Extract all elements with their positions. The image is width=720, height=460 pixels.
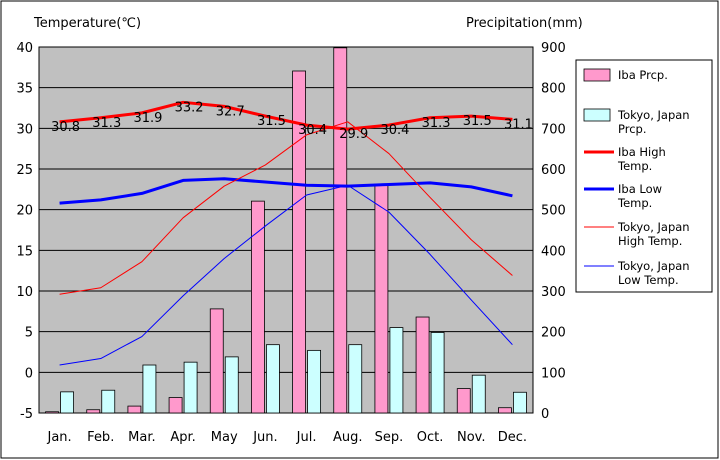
- data-label: 30.4: [298, 123, 327, 138]
- y-tick-label-right: 500: [541, 204, 566, 219]
- legend-label: Iba Prcp.: [618, 68, 668, 82]
- data-label: 31.5: [463, 114, 492, 129]
- data-label: 30.8: [51, 120, 80, 135]
- y-tick-label-left: 35: [16, 82, 33, 97]
- left-axis-title: Temperature(℃): [33, 16, 141, 31]
- y-tick-label-right: 600: [541, 163, 566, 178]
- data-labels: 30.8 31.3 31.9 33.2 32.7 31.5 30.4 29.9 30.4 31.3…: [51, 100, 533, 142]
- x-tick-label: Mar.: [128, 430, 155, 445]
- bar: [498, 407, 512, 414]
- bar: [127, 405, 142, 414]
- series-line: [59, 100, 513, 131]
- bar: [251, 200, 265, 414]
- y-tick-label-left: -5: [20, 407, 33, 422]
- legend-label: Iba Low: [618, 182, 662, 196]
- temperature-lines: [59, 100, 513, 366]
- y-tick-label-left: 25: [16, 163, 33, 178]
- bar: [86, 409, 101, 414]
- y-tick-label-left: 20: [16, 204, 33, 219]
- bar: [209, 308, 224, 414]
- data-label: 29.9: [339, 127, 368, 142]
- legend-swatch: [583, 108, 611, 122]
- legend-label: Temp.: [617, 196, 652, 210]
- bar: [374, 183, 389, 414]
- data-label: 31.1: [504, 117, 533, 132]
- x-tick-label: Aug.: [333, 430, 363, 445]
- x-tick-label: Jun.: [252, 430, 277, 445]
- y-tick-label-right: 400: [541, 244, 566, 259]
- x-tick-label: Dec.: [498, 430, 527, 445]
- precipitation-bars: [45, 47, 527, 414]
- y-tick-label-right: 300: [541, 285, 566, 300]
- y-tick-label-right: 900: [541, 41, 566, 56]
- bar: [430, 332, 445, 414]
- x-tick-label: Feb.: [87, 430, 114, 445]
- right-axis-title: Precipitation(mm): [466, 16, 583, 31]
- series-line: [59, 184, 513, 366]
- bar: [224, 356, 239, 414]
- y-tick-label-right: 100: [541, 366, 566, 381]
- plot-area: [38, 46, 534, 414]
- legend-label: Tokyo, Japan: [617, 108, 690, 122]
- x-tick-label: Nov.: [457, 430, 486, 445]
- y-tick-label-right: 800: [541, 82, 566, 97]
- y-tick-label-left: 0: [25, 366, 33, 381]
- bar: [389, 327, 404, 414]
- legend-label: Low Temp.: [618, 273, 679, 287]
- data-label: 31.9: [133, 111, 162, 126]
- bar: [415, 316, 430, 414]
- y-tick-label-left: 15: [16, 244, 33, 259]
- legend-label: Tokyo, Japan: [617, 259, 690, 273]
- legend-label: High Temp.: [618, 234, 682, 248]
- x-tick-label: May: [211, 430, 238, 445]
- bar: [292, 70, 306, 414]
- bar: [456, 388, 471, 414]
- data-label: 32.7: [216, 104, 245, 119]
- bar: [513, 391, 527, 414]
- y-tick-label-right: 200: [541, 326, 566, 341]
- legend-label: Temp.: [617, 159, 652, 173]
- legend-swatch: [583, 68, 611, 82]
- series-line: [59, 121, 513, 295]
- y-tick-label-right: 700: [541, 122, 566, 137]
- y-tick-label-right: 0: [541, 407, 549, 422]
- bar: [101, 389, 116, 414]
- bar: [60, 391, 74, 414]
- bar: [266, 344, 280, 414]
- bar: [307, 349, 321, 414]
- x-tick-label: Apr.: [170, 430, 195, 445]
- bar: [142, 364, 157, 414]
- y-tick-label-left: 10: [16, 285, 33, 300]
- legend-label: Iba High: [618, 145, 666, 159]
- axes: -505101520253035400100200300400500600700…: [16, 41, 565, 445]
- legend-label: Tokyo, Japan: [617, 220, 690, 234]
- gridlines: [39, 87, 533, 373]
- bar: [45, 411, 59, 414]
- y-tick-label-left: 40: [16, 41, 33, 56]
- legend-label: Prcp.: [618, 122, 647, 136]
- y-tick-label-left: 30: [16, 122, 33, 137]
- data-label: 33.2: [175, 100, 204, 115]
- y-tick-label-left: 5: [25, 326, 33, 341]
- data-label: 30.4: [380, 123, 409, 138]
- bar: [471, 374, 486, 414]
- data-label: 31.3: [422, 116, 451, 131]
- bar: [168, 397, 183, 414]
- data-label: 31.3: [92, 116, 121, 131]
- legend-box: [575, 59, 713, 293]
- series-line: [59, 177, 513, 205]
- data-label: 31.5: [257, 114, 286, 129]
- x-tick-label: Jul.: [296, 430, 317, 445]
- x-tick-label: Sep.: [375, 430, 404, 445]
- x-tick-label: Oct.: [417, 430, 444, 445]
- bar: [348, 344, 363, 414]
- bar: [333, 47, 348, 414]
- x-tick-label: Jan.: [46, 430, 71, 445]
- bar: [183, 361, 198, 414]
